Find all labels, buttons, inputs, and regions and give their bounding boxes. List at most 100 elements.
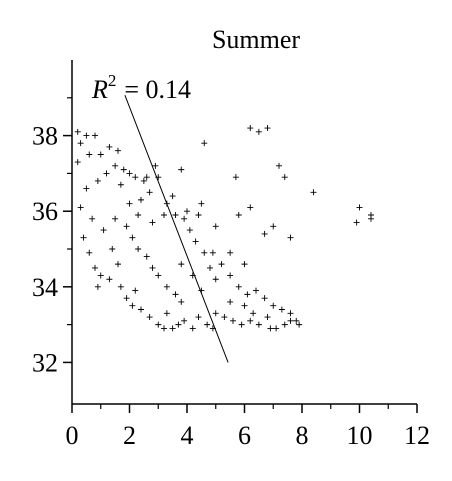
point (169, 325, 176, 332)
point (161, 325, 167, 332)
point (192, 238, 199, 245)
x-tick-label: 4 (181, 421, 194, 450)
point (232, 174, 239, 181)
point (278, 306, 285, 313)
point (189, 325, 196, 332)
point (92, 132, 98, 139)
y-tick-label: 34 (32, 273, 58, 302)
point (77, 204, 84, 211)
point (178, 298, 185, 305)
point (287, 234, 294, 241)
point (86, 151, 93, 158)
annotation-sup: 2 (108, 71, 117, 90)
point (209, 249, 216, 256)
point (273, 325, 280, 332)
point (143, 174, 150, 181)
point (132, 287, 139, 294)
y-tick-label: 36 (32, 197, 58, 226)
point (117, 181, 124, 188)
annotation-text: = 0.14 (124, 75, 191, 104)
point (281, 174, 288, 181)
point (287, 317, 294, 324)
point (276, 162, 282, 169)
point (201, 249, 208, 256)
point (296, 321, 303, 328)
point (155, 321, 162, 328)
point (86, 249, 93, 256)
point (138, 196, 144, 203)
annotation-base: R (91, 75, 108, 104)
point (267, 325, 274, 332)
point (109, 246, 116, 253)
point (129, 234, 136, 241)
point (140, 177, 147, 184)
point (293, 317, 300, 324)
point (198, 287, 205, 294)
point (80, 234, 87, 241)
annotation: R2 = 0.14 (91, 71, 191, 104)
point (163, 310, 170, 317)
point (83, 132, 90, 139)
point (195, 211, 202, 218)
point (112, 162, 119, 169)
point (155, 174, 162, 181)
point (146, 314, 153, 321)
point (241, 261, 248, 268)
point (163, 283, 170, 290)
point (126, 200, 133, 207)
y-tick-label: 38 (32, 122, 58, 151)
point (235, 283, 242, 290)
x-tick-label: 12 (404, 421, 430, 450)
point (270, 223, 277, 230)
point (161, 211, 167, 218)
point (261, 295, 268, 302)
point (92, 264, 98, 271)
point (247, 317, 254, 324)
point (247, 125, 254, 132)
point (201, 140, 208, 147)
point (163, 200, 170, 207)
point (149, 219, 156, 226)
point (181, 215, 188, 222)
point (74, 159, 81, 166)
point (253, 287, 259, 294)
point (244, 291, 251, 298)
point (178, 166, 185, 173)
point (138, 306, 144, 313)
point (100, 227, 107, 234)
point (103, 170, 110, 177)
point (281, 321, 288, 328)
point (261, 230, 268, 237)
point (189, 272, 196, 279)
point (287, 310, 294, 317)
point (184, 208, 190, 215)
point (247, 204, 254, 211)
point (94, 177, 101, 184)
point (209, 325, 216, 332)
point (181, 317, 188, 324)
point (175, 321, 182, 328)
x-tick-label: 8 (296, 421, 309, 450)
point (112, 215, 119, 222)
y-tick-label: 32 (32, 348, 58, 377)
point (152, 162, 159, 169)
point (123, 295, 130, 302)
point (97, 151, 104, 158)
point (143, 253, 150, 260)
x-tick-label: 2 (123, 421, 136, 450)
point (255, 128, 262, 135)
point (227, 272, 234, 279)
point (115, 261, 121, 268)
point (264, 314, 271, 321)
point (106, 143, 113, 150)
point (94, 283, 101, 290)
point (186, 227, 193, 234)
point (117, 283, 124, 290)
point (353, 219, 360, 226)
point (356, 204, 363, 211)
point (97, 272, 104, 279)
point (132, 174, 139, 181)
point (172, 211, 179, 218)
x-tick-label: 10 (347, 421, 373, 450)
